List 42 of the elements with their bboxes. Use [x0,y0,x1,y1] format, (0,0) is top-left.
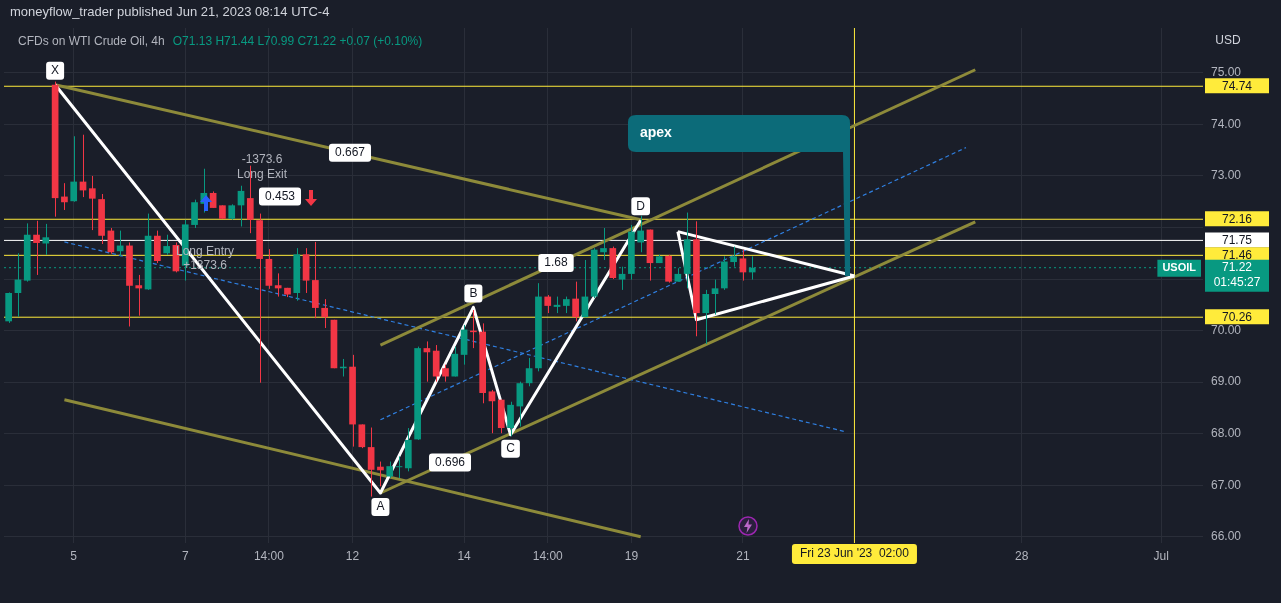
data-label: B [469,285,478,300]
y-tick-label: 68.00 [1211,426,1242,441]
text: CFDs on WTI Crude Oil, 4h [18,34,165,48]
annotation: 0.453 [264,188,296,203]
ref-line-label: 74.74 [1221,78,1253,93]
annotation: 1.68 [544,255,568,270]
annotation: USOIL [1162,261,1197,274]
x-tick-label: 14:00 [532,548,564,563]
annotation: -1373.6 [241,152,283,167]
data-label: C [506,441,516,456]
data-label: D [636,198,646,213]
ref-line-label: 71.75 [1221,232,1253,247]
y-tick-label: 67.00 [1211,477,1242,492]
y-tick-label: 73.00 [1211,168,1242,183]
ref-line-label: 72.16 [1221,211,1253,226]
y-tick-label: 69.00 [1211,374,1242,389]
y-tick-label: 66.00 [1211,529,1242,544]
data-label: A [376,499,385,514]
ref-line-label: 70.26 [1221,309,1253,324]
text: 01:45:27 [1213,275,1261,290]
text: moneyflow_trader published Jun 21, 2023 08:14 UTC-4 [10,4,330,19]
ref-line-label: 71.22 [1221,260,1253,275]
annotation: 0.696 [434,454,466,469]
x-tick-label: 28 [1015,548,1029,563]
x-tick-label: 14:00 [253,548,285,563]
y-tick-label: 74.00 [1211,116,1242,131]
x-tick-label: Fri 23 Jun '23 02:00 [799,546,910,561]
y-tick-label: 75.00 [1211,65,1242,80]
annotation: apex [640,124,672,140]
x-tick-label: 7 [181,548,189,563]
y-tick-label: 70.00 [1211,322,1242,337]
x-tick-label: 5 [70,548,78,563]
ref-line-label: 71.46 [1221,247,1253,262]
annotation: 0.667 [334,145,366,160]
data-label: X [51,63,60,78]
y-axis-title: USD [1215,33,1241,48]
x-tick-label: 21 [736,548,750,563]
text: O71.13 H71.44 L70.99 C71.22 +0.07 (+0.10%) [172,34,423,48]
x-tick-label: Jul [1153,548,1169,563]
x-tick-label: 14 [457,548,472,563]
x-tick-label: 19 [624,548,639,563]
x-tick-label: 12 [345,548,360,563]
